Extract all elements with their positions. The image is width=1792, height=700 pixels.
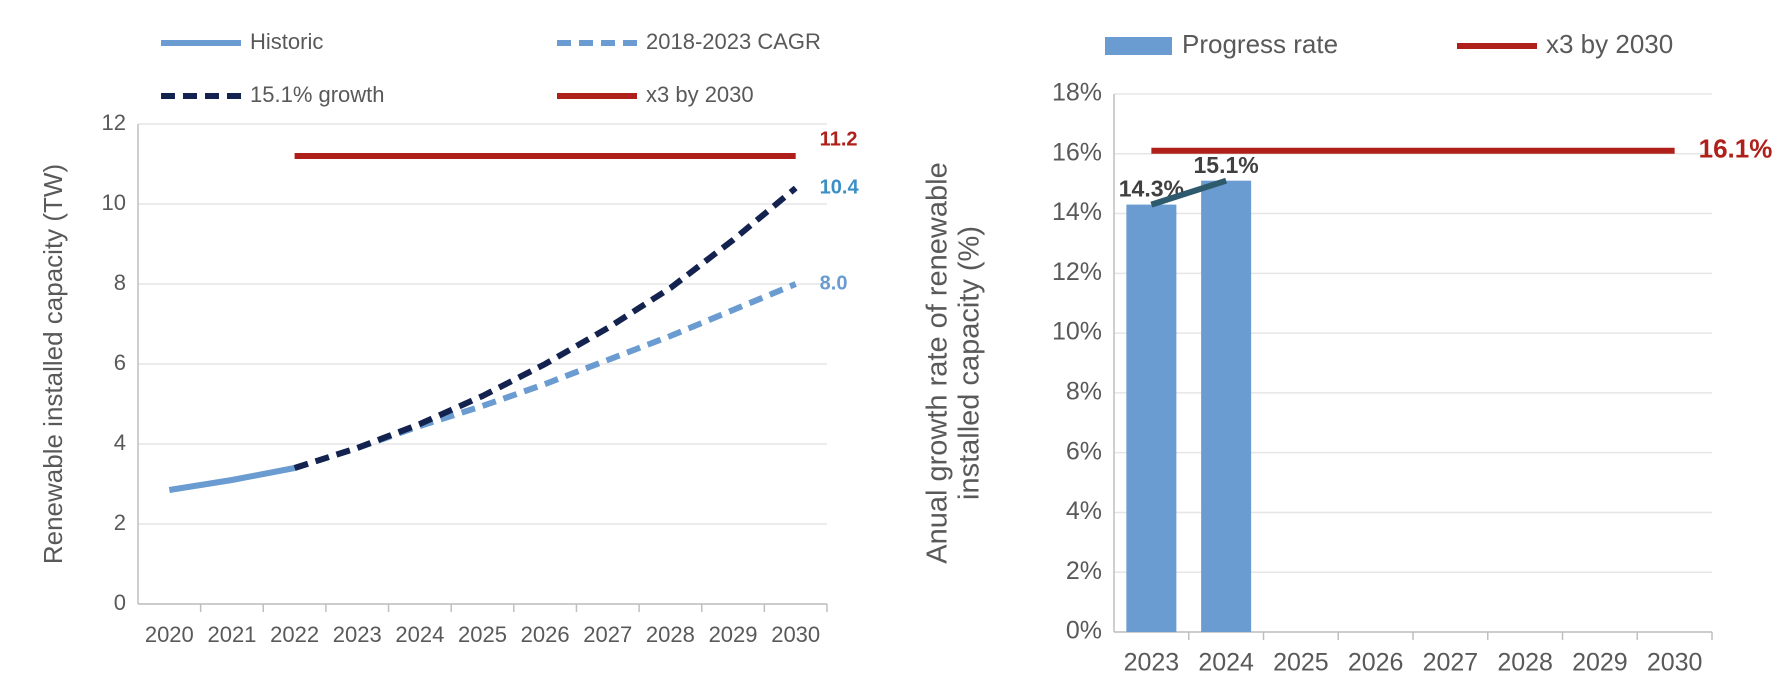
y-tick-label: 18% bbox=[1052, 79, 1102, 107]
x-tick-label: 2021 bbox=[207, 622, 256, 647]
y-tick-label: 6 bbox=[114, 350, 126, 375]
x-tick-label: 2026 bbox=[1348, 649, 1404, 677]
x-tick-label: 2029 bbox=[1572, 649, 1628, 677]
x-tick-label: 2025 bbox=[458, 622, 507, 647]
y-tick-label: 4% bbox=[1066, 497, 1102, 525]
x-tick-label: 2028 bbox=[646, 622, 695, 647]
legend-label: 2018-2023 CAGR bbox=[646, 29, 821, 54]
y-tick-label: 8% bbox=[1066, 377, 1102, 405]
legend-label: Historic bbox=[250, 29, 323, 54]
x-tick-label: 2024 bbox=[395, 622, 444, 647]
y-tick-label: 12% bbox=[1052, 258, 1102, 286]
series-line bbox=[293, 185, 798, 471]
y-tick-label: 10% bbox=[1052, 318, 1102, 346]
x-tick-label: 2023 bbox=[1124, 649, 1180, 677]
x-tick-label: 2025 bbox=[1273, 649, 1329, 677]
y-tick-label: 16% bbox=[1052, 138, 1102, 166]
legend-label: x3 by 2030 bbox=[646, 82, 754, 107]
y-tick-label: 0 bbox=[114, 590, 126, 615]
data-label: 11.2 bbox=[820, 128, 858, 150]
y-tick-label: 6% bbox=[1066, 437, 1102, 465]
legend-swatch bbox=[1105, 37, 1172, 55]
data-label: 8.0 bbox=[820, 272, 848, 294]
x-tick-label: 2023 bbox=[333, 622, 382, 647]
x-tick-label: 2024 bbox=[1198, 649, 1254, 677]
legend-label: Progress rate bbox=[1182, 29, 1338, 59]
legend-label: x3 by 2030 bbox=[1546, 29, 1673, 59]
y-axis-label: Anual growth rate of renewable bbox=[922, 162, 954, 563]
y-tick-label: 12 bbox=[102, 110, 126, 135]
x-tick-label: 2020 bbox=[145, 622, 194, 647]
y-tick-label: 2 bbox=[114, 510, 126, 535]
x-tick-label: 2030 bbox=[1647, 649, 1703, 677]
x-tick-label: 2028 bbox=[1497, 649, 1553, 677]
y-tick-label: 8 bbox=[114, 270, 126, 295]
y-tick-label: 4 bbox=[114, 430, 126, 455]
series-line bbox=[168, 465, 296, 493]
y-tick-label: 2% bbox=[1066, 557, 1102, 585]
legend-label: 15.1% growth bbox=[250, 82, 385, 107]
x-tick-label: 2027 bbox=[1423, 649, 1479, 677]
series-line bbox=[1150, 177, 1228, 208]
data-label: 16.1% bbox=[1699, 134, 1773, 164]
data-label: 15.1% bbox=[1194, 152, 1259, 178]
x-tick-label: 2029 bbox=[709, 622, 758, 647]
y-axis-label: installed capacity (%) bbox=[954, 226, 986, 500]
bar bbox=[1126, 204, 1177, 633]
x-tick-label: 2027 bbox=[583, 622, 632, 647]
bar bbox=[1201, 180, 1252, 632]
y-tick-label: 0% bbox=[1066, 617, 1102, 645]
x-tick-label: 2030 bbox=[771, 622, 820, 647]
x-tick-label: 2022 bbox=[270, 622, 319, 647]
x-tick-label: 2026 bbox=[521, 622, 570, 647]
series-line bbox=[293, 281, 797, 471]
y-axis-label: Renewable installed capacity (TW) bbox=[38, 164, 68, 564]
y-tick-label: 10 bbox=[102, 190, 126, 215]
data-label: 10.4 bbox=[820, 176, 860, 198]
y-tick-label: 14% bbox=[1052, 198, 1102, 226]
